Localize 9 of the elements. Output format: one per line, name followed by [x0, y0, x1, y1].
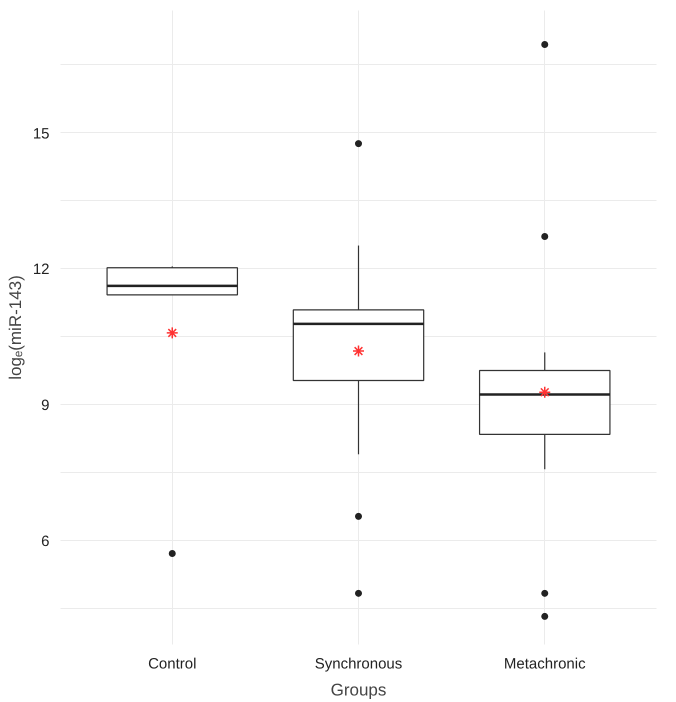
- y-tick-label: 15: [32, 125, 50, 142]
- y-axis-title: logₑ(miR-143): [6, 275, 25, 380]
- x-axis-title: Groups: [330, 680, 386, 700]
- x-tick-label: Synchronous: [314, 656, 402, 672]
- y-tick-label: 12: [32, 261, 50, 278]
- y-tick-label: 6: [41, 532, 50, 550]
- x-tick-label: Metachronic: [504, 656, 586, 672]
- x-tick-label: Control: [148, 656, 196, 672]
- y-tick-label: 9: [41, 396, 50, 414]
